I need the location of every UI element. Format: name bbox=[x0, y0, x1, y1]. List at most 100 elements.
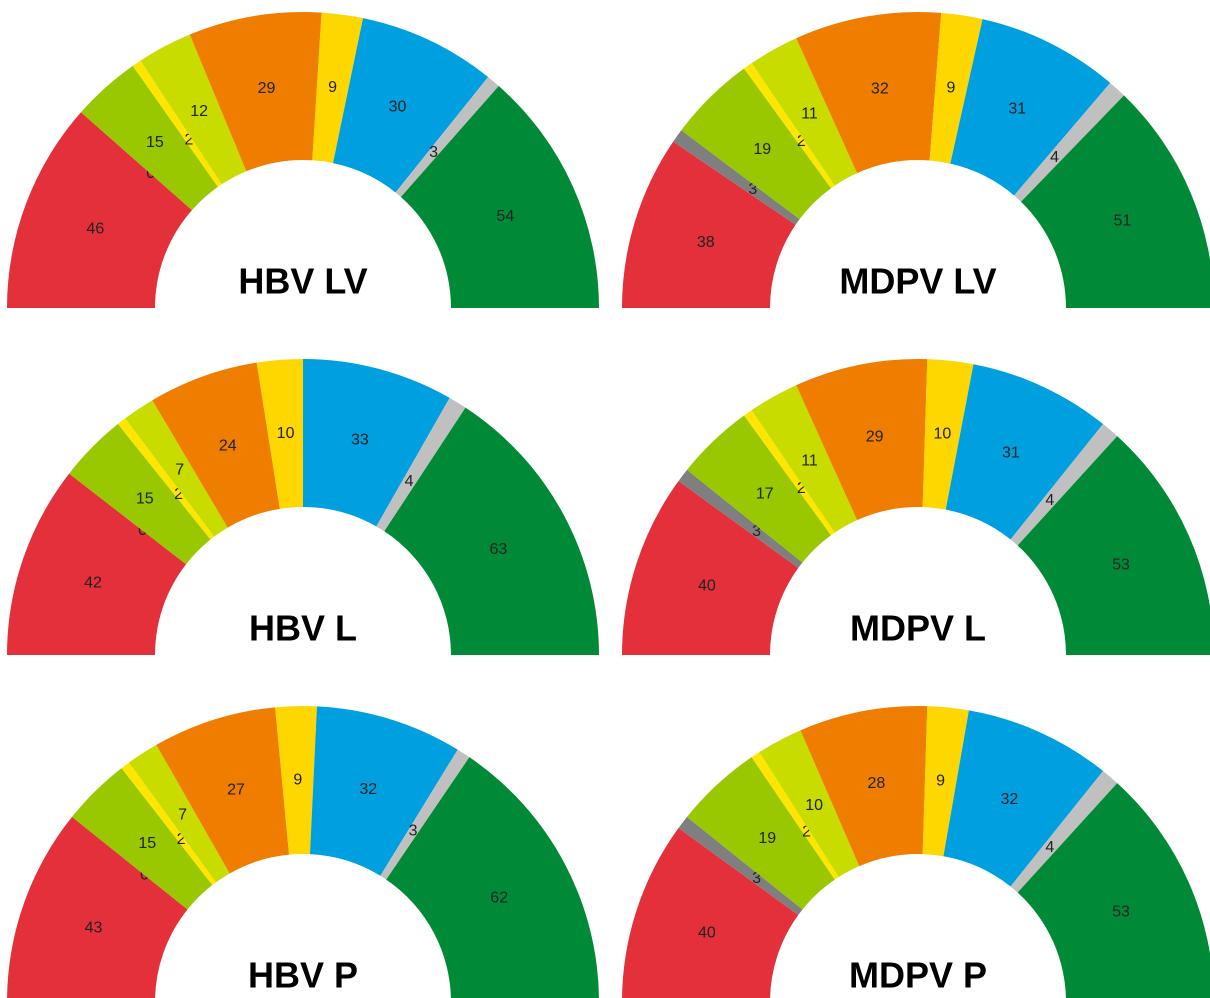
chart-title: MDPV LV bbox=[839, 261, 996, 302]
segment-label: 3 bbox=[752, 523, 761, 540]
segment bbox=[121, 762, 217, 886]
segment-label: 2 bbox=[174, 486, 183, 503]
segment bbox=[800, 706, 928, 867]
segment bbox=[80, 65, 218, 211]
segment-label: 32 bbox=[359, 781, 377, 798]
segment-label: 62 bbox=[490, 889, 508, 906]
segment bbox=[7, 816, 188, 998]
segment-label: 11 bbox=[801, 453, 818, 470]
segment bbox=[751, 752, 839, 880]
segment bbox=[395, 76, 499, 197]
segment bbox=[751, 385, 858, 533]
segment bbox=[386, 757, 599, 998]
segment bbox=[1017, 783, 1210, 998]
segment bbox=[622, 828, 799, 998]
segment bbox=[673, 130, 800, 225]
segment bbox=[309, 706, 458, 876]
segment-label: 51 bbox=[1114, 213, 1132, 230]
segment-label: 12 bbox=[190, 103, 208, 120]
segment bbox=[678, 816, 803, 916]
segment-label: 28 bbox=[868, 775, 886, 792]
segment-label: 32 bbox=[1000, 791, 1018, 808]
segment-label: 3 bbox=[429, 144, 438, 161]
segment-label: 19 bbox=[753, 141, 771, 158]
segment bbox=[945, 364, 1104, 540]
segment-label: 7 bbox=[178, 807, 187, 824]
segment bbox=[376, 397, 466, 532]
segment bbox=[69, 423, 211, 565]
segment-label: 43 bbox=[85, 920, 103, 937]
segment bbox=[796, 12, 942, 174]
segment bbox=[333, 18, 489, 193]
segment bbox=[1017, 436, 1210, 655]
segment bbox=[751, 38, 858, 186]
segment bbox=[686, 757, 835, 910]
segment-label: 53 bbox=[1112, 556, 1130, 573]
segment-label: 3 bbox=[409, 823, 418, 840]
segment-label: 10 bbox=[933, 426, 951, 443]
segment bbox=[1014, 82, 1124, 202]
segment bbox=[681, 68, 832, 220]
segment-label: 2 bbox=[797, 133, 806, 150]
segment-label: 19 bbox=[758, 830, 776, 847]
segment-label: 24 bbox=[219, 437, 237, 454]
segment bbox=[7, 112, 192, 309]
segment bbox=[622, 141, 796, 308]
segment bbox=[1010, 770, 1118, 893]
segment-label: 15 bbox=[136, 490, 154, 507]
segment-label: 42 bbox=[84, 574, 102, 591]
segment-label: 30 bbox=[389, 98, 407, 115]
segment bbox=[384, 407, 599, 655]
segment bbox=[71, 768, 213, 910]
segment-label: 10 bbox=[805, 797, 823, 814]
segment bbox=[132, 60, 222, 187]
segment bbox=[622, 481, 799, 655]
segment-label: 10 bbox=[277, 425, 295, 442]
segment-label: 38 bbox=[697, 234, 715, 251]
chart-title: MDPV P bbox=[849, 955, 987, 996]
segment bbox=[140, 34, 247, 185]
segment bbox=[1010, 423, 1118, 546]
segment bbox=[156, 707, 290, 874]
segment bbox=[796, 359, 928, 521]
chart-title: HBV L bbox=[249, 608, 357, 649]
segment-label: 53 bbox=[1112, 903, 1130, 920]
segment-label: 4 bbox=[1045, 492, 1054, 509]
segment bbox=[152, 362, 280, 528]
segment-label: 4 bbox=[1050, 149, 1059, 166]
segment bbox=[303, 359, 450, 527]
segment bbox=[1021, 95, 1210, 308]
segment bbox=[686, 415, 832, 563]
segment-label: 9 bbox=[328, 79, 337, 96]
segment-label: 54 bbox=[496, 208, 514, 225]
segment-label: 40 bbox=[698, 578, 716, 595]
segment-label: 7 bbox=[175, 462, 184, 479]
segment-label: 31 bbox=[1002, 445, 1020, 462]
segment-label: 2 bbox=[797, 480, 806, 497]
segment bbox=[125, 400, 228, 537]
segment-label: 32 bbox=[871, 81, 889, 98]
segment-label: 15 bbox=[146, 134, 164, 151]
segment bbox=[7, 473, 187, 655]
segment bbox=[943, 710, 1104, 887]
segment-label: 9 bbox=[936, 772, 945, 789]
segment-label: 29 bbox=[866, 428, 884, 445]
segment-label: 29 bbox=[258, 80, 276, 97]
segment-label: 33 bbox=[351, 432, 369, 449]
segment bbox=[678, 469, 803, 569]
segment bbox=[189, 12, 322, 172]
segment bbox=[922, 706, 969, 857]
segment bbox=[256, 359, 303, 509]
segment-label: 27 bbox=[227, 782, 245, 799]
segment-label: 3 bbox=[752, 870, 761, 887]
segment-label: 9 bbox=[293, 771, 302, 788]
segment-label: 9 bbox=[947, 80, 956, 97]
segment bbox=[400, 85, 599, 308]
segment-label: 2 bbox=[802, 824, 811, 841]
segment bbox=[312, 12, 364, 164]
segment-label: 40 bbox=[698, 925, 716, 942]
segment-label: 4 bbox=[1045, 839, 1054, 856]
segment bbox=[117, 418, 215, 540]
